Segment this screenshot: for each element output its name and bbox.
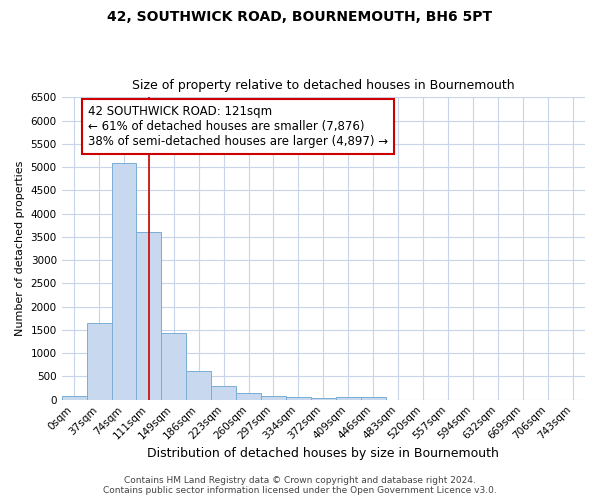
- Bar: [261, 396, 286, 400]
- Text: Contains HM Land Registry data © Crown copyright and database right 2024.
Contai: Contains HM Land Registry data © Crown c…: [103, 476, 497, 495]
- Text: 42, SOUTHWICK ROAD, BOURNEMOUTH, BH6 5PT: 42, SOUTHWICK ROAD, BOURNEMOUTH, BH6 5PT: [107, 10, 493, 24]
- Text: 42 SOUTHWICK ROAD: 121sqm
← 61% of detached houses are smaller (7,876)
38% of se: 42 SOUTHWICK ROAD: 121sqm ← 61% of detac…: [88, 105, 388, 148]
- Bar: [62, 396, 86, 400]
- X-axis label: Distribution of detached houses by size in Bournemouth: Distribution of detached houses by size …: [148, 447, 499, 460]
- Bar: [211, 386, 236, 400]
- Y-axis label: Number of detached properties: Number of detached properties: [15, 161, 25, 336]
- Bar: [86, 323, 112, 400]
- Bar: [186, 372, 211, 400]
- Bar: [161, 333, 186, 400]
- Bar: [311, 398, 336, 400]
- Title: Size of property relative to detached houses in Bournemouth: Size of property relative to detached ho…: [132, 79, 515, 92]
- Bar: [361, 396, 386, 400]
- Bar: [112, 164, 136, 400]
- Bar: [336, 398, 361, 400]
- Bar: [236, 392, 261, 400]
- Bar: [286, 398, 311, 400]
- Bar: [136, 232, 161, 400]
